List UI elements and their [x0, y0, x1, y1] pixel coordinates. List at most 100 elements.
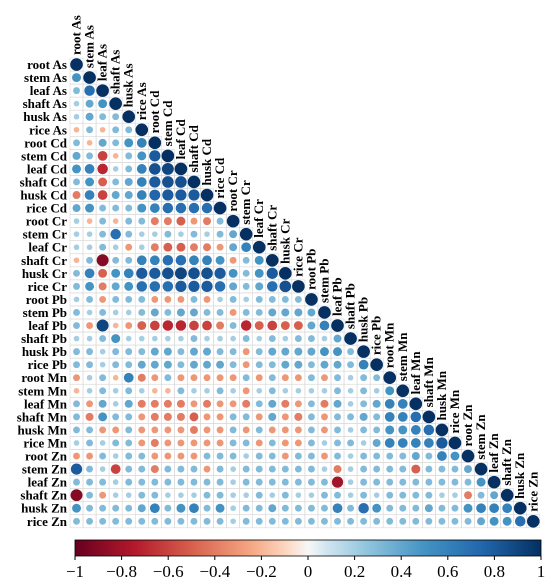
correlation-circle [203, 347, 212, 356]
correlation-circle [190, 230, 198, 238]
column-label: shaft As [108, 50, 123, 94]
correlation-circle [112, 401, 119, 407]
correlation-circle [242, 465, 250, 473]
correlation-circle [216, 465, 224, 473]
correlation-circle [372, 399, 381, 408]
correlation-circle [229, 400, 237, 408]
correlation-circle [84, 190, 95, 200]
correlation-circle [230, 505, 236, 512]
correlation-circle [399, 504, 407, 512]
correlation-circle [412, 491, 420, 499]
correlation-circle [373, 478, 381, 486]
correlation-circle [411, 452, 420, 461]
correlation-circle [138, 295, 146, 303]
correlation-circle [165, 335, 171, 342]
column-label: shaft Mn [421, 356, 436, 407]
correlation-circle [438, 517, 446, 525]
correlation-circle [73, 113, 80, 120]
correlation-circle [230, 466, 236, 472]
correlation-circle [203, 504, 211, 512]
correlation-circle [410, 411, 422, 423]
correlation-circle [358, 502, 369, 514]
row-label: root Pb [26, 292, 67, 307]
correlation-circle [138, 335, 145, 342]
correlation-circle [255, 361, 263, 369]
correlation-circle [174, 267, 187, 280]
correlation-circle [213, 201, 227, 215]
correlation-circle [99, 335, 107, 343]
correlation-circle [334, 387, 341, 395]
correlation-circle [73, 452, 80, 460]
correlation-circle [149, 203, 160, 213]
correlation-circle [242, 269, 250, 277]
correlation-circle [99, 466, 106, 472]
correlation-circle [370, 358, 383, 371]
column-label: root Pb [303, 249, 318, 290]
correlation-circle [268, 439, 276, 447]
correlation-circle [321, 374, 328, 382]
correlation-circle [73, 374, 80, 382]
correlation-circle [476, 477, 486, 487]
correlation-circle [125, 309, 132, 316]
correlation-circle [216, 321, 225, 330]
correlation-circle [176, 399, 185, 408]
correlation-circle [281, 413, 289, 421]
correlation-circle [176, 308, 185, 317]
correlation-circle [281, 465, 289, 473]
correlation-circle [150, 308, 159, 317]
correlation-circle [321, 335, 328, 342]
correlation-circle [281, 374, 289, 382]
correlation-circle [255, 478, 263, 486]
correlation-circle [281, 347, 290, 356]
correlation-circle [242, 361, 250, 369]
correlation-circle [175, 255, 187, 266]
column-label: stem Mn [395, 332, 410, 382]
correlation-circle [163, 399, 172, 408]
correlation-circle [97, 163, 108, 175]
correlation-circle [125, 256, 133, 264]
correlation-circle [162, 255, 174, 266]
correlation-circle [514, 516, 526, 527]
correlation-circle [386, 517, 394, 525]
correlation-circle [137, 151, 147, 161]
correlation-circle [410, 425, 421, 435]
correlation-circle [334, 413, 341, 421]
correlation-circle [138, 387, 145, 394]
row-label: shaft Cr [21, 253, 67, 268]
correlation-circle [99, 504, 107, 512]
row-label: shaft Zn [20, 488, 67, 503]
correlation-circle [112, 453, 119, 459]
correlation-circle [98, 138, 107, 147]
correlation-circle [424, 504, 433, 513]
row-label: root Zn [25, 449, 68, 464]
correlation-circle [489, 516, 499, 526]
correlation-circle [86, 491, 94, 499]
correlation-circle [112, 204, 120, 212]
correlation-circle [189, 308, 198, 317]
correlation-circle [307, 426, 315, 434]
correlation-circle [125, 492, 132, 498]
correlation-circle [334, 517, 341, 525]
correlation-circle [138, 478, 146, 486]
correlation-circle [215, 503, 225, 513]
correlation-circle [161, 149, 175, 163]
correlation-circle [125, 152, 133, 160]
correlation-circle [347, 387, 354, 394]
correlation-circle [307, 361, 315, 369]
correlation-circle [149, 176, 161, 188]
correlation-circle [386, 452, 394, 460]
correlation-circle [372, 503, 382, 513]
column-label: rice Pb [369, 316, 384, 355]
correlation-circle [217, 296, 223, 303]
correlation-circle [268, 478, 276, 486]
column-label: leaf Cd [173, 119, 188, 160]
correlation-circle [360, 374, 368, 382]
correlation-circle [268, 387, 276, 395]
correlation-circle [255, 400, 263, 408]
correlation-circle [294, 295, 302, 303]
correlation-circle [191, 387, 197, 394]
correlation-circle [242, 335, 250, 343]
correlation-circle [255, 491, 263, 499]
correlation-circle [307, 321, 316, 330]
correlation-circle [136, 177, 147, 187]
